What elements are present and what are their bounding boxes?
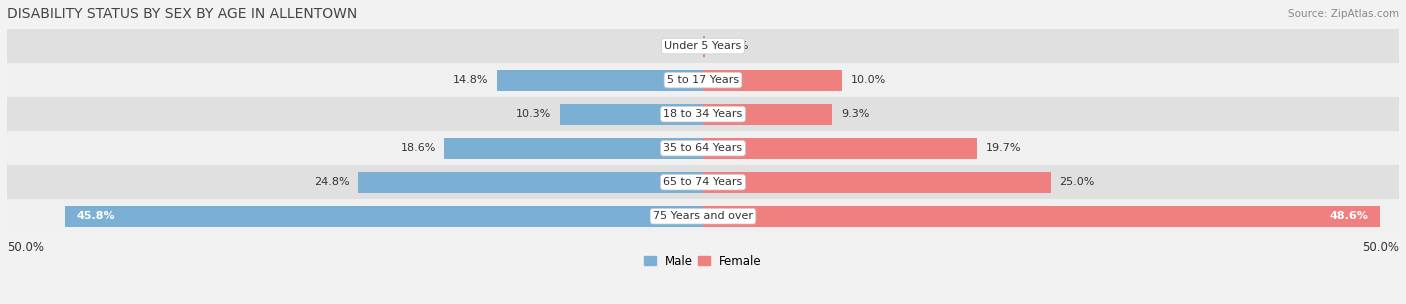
Text: Source: ZipAtlas.com: Source: ZipAtlas.com (1288, 9, 1399, 19)
Bar (560, 104, 703, 125)
Text: 48.6%: 48.6% (1330, 211, 1368, 221)
Text: 10.3%: 10.3% (516, 109, 551, 119)
Bar (703, 70, 842, 91)
Text: 14.8%: 14.8% (453, 75, 489, 85)
Bar (703, 206, 1379, 227)
Text: 35 to 64 Years: 35 to 64 Years (664, 143, 742, 153)
Text: 50.0%: 50.0% (7, 241, 44, 254)
Text: 9.3%: 9.3% (841, 109, 869, 119)
Text: 45.8%: 45.8% (76, 211, 115, 221)
Bar (7, 29, 1399, 63)
Bar (357, 172, 703, 193)
Legend: Male, Female: Male, Female (640, 250, 766, 272)
Bar (7, 199, 1399, 233)
Bar (496, 70, 703, 91)
Text: 75 Years and over: 75 Years and over (652, 211, 754, 221)
Text: Under 5 Years: Under 5 Years (665, 41, 741, 51)
Text: 10.0%: 10.0% (851, 75, 886, 85)
Bar (703, 172, 1052, 193)
Text: 18 to 34 Years: 18 to 34 Years (664, 109, 742, 119)
Text: 0.0%: 0.0% (671, 41, 699, 51)
Text: 5 to 17 Years: 5 to 17 Years (666, 75, 740, 85)
Bar (703, 138, 977, 159)
Text: 25.0%: 25.0% (1059, 177, 1095, 187)
Text: 65 to 74 Years: 65 to 74 Years (664, 177, 742, 187)
Text: 0.14%: 0.14% (713, 41, 748, 51)
Bar (7, 97, 1399, 131)
Text: DISABILITY STATUS BY SEX BY AGE IN ALLENTOWN: DISABILITY STATUS BY SEX BY AGE IN ALLEN… (7, 7, 357, 21)
Text: 18.6%: 18.6% (401, 143, 436, 153)
Text: 50.0%: 50.0% (1362, 241, 1399, 254)
Text: 24.8%: 24.8% (314, 177, 350, 187)
Bar (444, 138, 703, 159)
Text: 19.7%: 19.7% (986, 143, 1021, 153)
Bar (66, 206, 703, 227)
Bar (7, 63, 1399, 97)
Bar (703, 104, 832, 125)
Bar (7, 131, 1399, 165)
Bar (703, 36, 704, 57)
Bar (7, 165, 1399, 199)
